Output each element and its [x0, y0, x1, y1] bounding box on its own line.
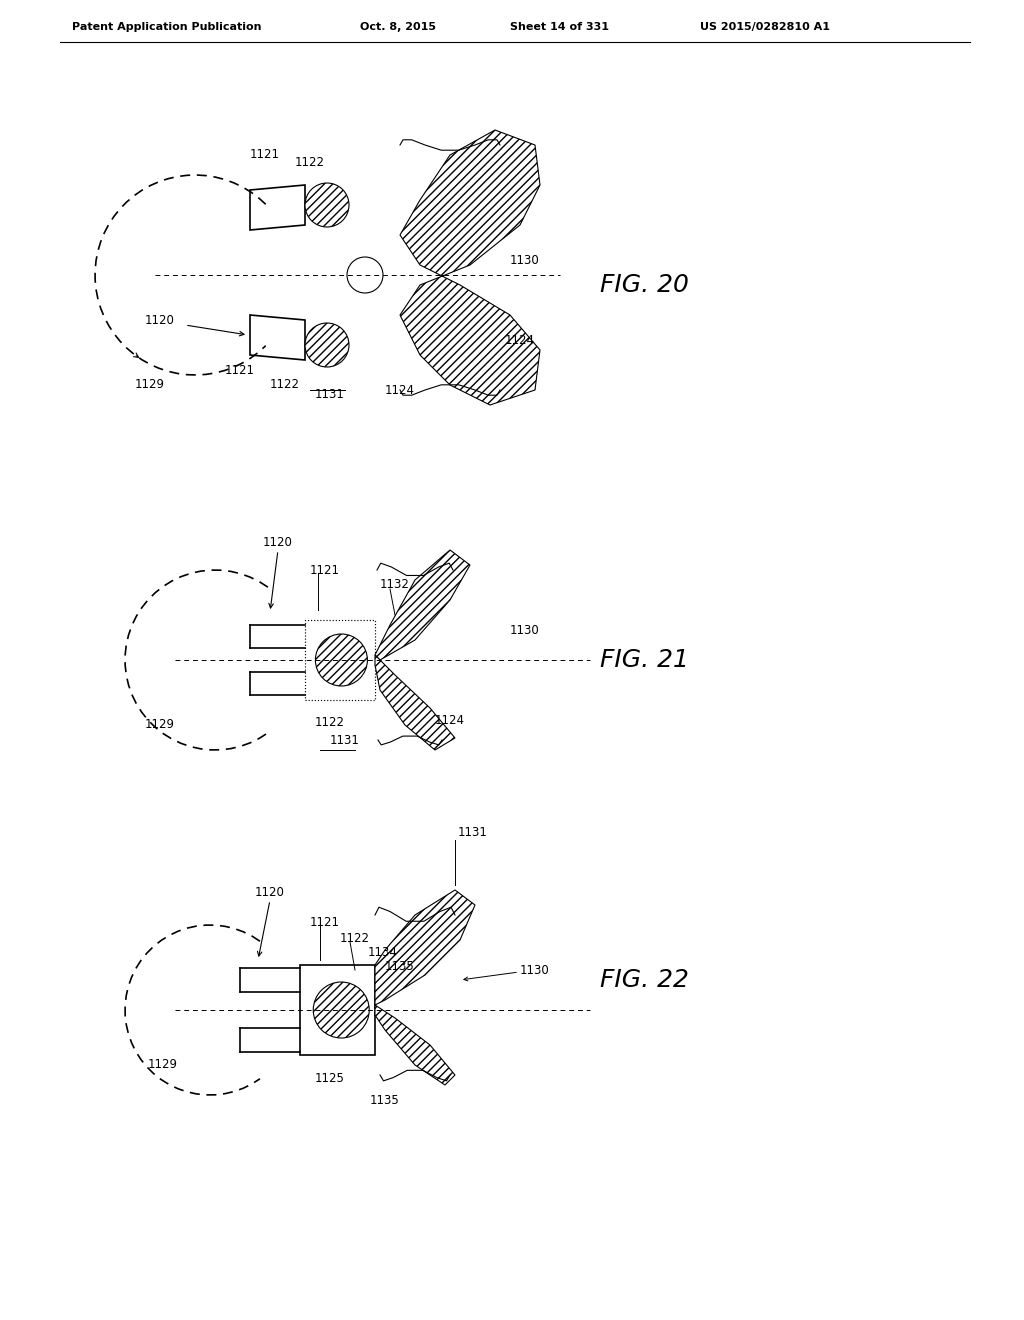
Text: 1130: 1130: [520, 964, 550, 977]
Text: 1124: 1124: [435, 714, 465, 726]
Text: 1131: 1131: [330, 734, 360, 747]
Text: 1121: 1121: [250, 149, 280, 161]
Text: FIG. 22: FIG. 22: [600, 968, 689, 993]
Text: 1122: 1122: [340, 932, 370, 945]
Text: 1129: 1129: [148, 1059, 178, 1072]
Polygon shape: [250, 185, 305, 230]
Text: 1122: 1122: [315, 715, 345, 729]
Text: 1121: 1121: [310, 916, 340, 928]
Text: 1125: 1125: [315, 1072, 345, 1085]
Text: 1131: 1131: [458, 825, 487, 838]
Text: 1129: 1129: [145, 718, 175, 731]
Circle shape: [305, 323, 349, 367]
Text: 1131: 1131: [315, 388, 345, 401]
Circle shape: [315, 634, 368, 686]
Text: 1134: 1134: [368, 945, 398, 958]
Polygon shape: [375, 1005, 455, 1085]
Text: 1120: 1120: [145, 314, 175, 326]
Polygon shape: [375, 890, 475, 1005]
Text: US 2015/0282810 A1: US 2015/0282810 A1: [700, 22, 830, 32]
Text: 1121: 1121: [310, 564, 340, 577]
Text: FIG. 20: FIG. 20: [600, 273, 689, 297]
Text: 1122: 1122: [295, 156, 325, 169]
Text: 1130: 1130: [510, 623, 540, 636]
Text: 1132: 1132: [380, 578, 410, 591]
Text: 1122: 1122: [270, 379, 300, 392]
Text: 1135: 1135: [385, 960, 415, 973]
Text: Sheet 14 of 331: Sheet 14 of 331: [510, 22, 609, 32]
Text: 1120: 1120: [263, 536, 293, 549]
Text: 1135: 1135: [370, 1093, 400, 1106]
Polygon shape: [250, 315, 305, 360]
Text: 1124: 1124: [385, 384, 415, 396]
Text: 1124: 1124: [505, 334, 535, 346]
Polygon shape: [375, 655, 455, 750]
Bar: [300, 965, 375, 1055]
Text: FIG. 21: FIG. 21: [600, 648, 689, 672]
Text: 1129: 1129: [135, 379, 165, 392]
Bar: [305, 620, 375, 700]
Text: 1121: 1121: [225, 363, 255, 376]
Circle shape: [305, 183, 349, 227]
Polygon shape: [375, 550, 470, 660]
Circle shape: [313, 982, 370, 1038]
Circle shape: [347, 257, 383, 293]
Polygon shape: [400, 129, 540, 405]
Text: 1120: 1120: [255, 886, 285, 899]
Text: Patent Application Publication: Patent Application Publication: [72, 22, 261, 32]
Text: 1130: 1130: [510, 253, 540, 267]
Text: Oct. 8, 2015: Oct. 8, 2015: [360, 22, 436, 32]
